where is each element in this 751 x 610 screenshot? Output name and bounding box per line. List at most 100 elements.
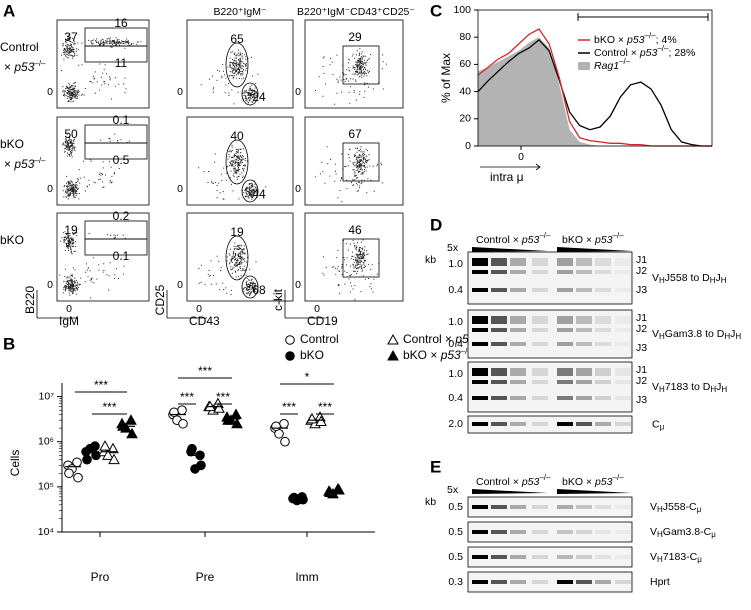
gel-band: [557, 372, 573, 376]
size-marker: 0.4: [448, 338, 463, 350]
gel-band: [491, 580, 507, 584]
gate: [225, 139, 249, 185]
significance-label: ***: [102, 400, 116, 414]
gel-band: [472, 422, 488, 426]
gel-band: [510, 288, 526, 292]
gel-band: [595, 262, 611, 266]
gel-band: [576, 372, 592, 376]
gel-band: [595, 316, 611, 320]
data-point: [169, 407, 179, 418]
data-point: [324, 486, 336, 498]
group-label-part: –/–: [539, 473, 551, 482]
gel-band: [472, 316, 488, 320]
gel-band: [615, 328, 631, 332]
legend-marker: [387, 333, 399, 345]
gel-label: VHGam3.8 to DHJH: [652, 328, 741, 341]
gel-band: [557, 316, 573, 320]
size-marker: 1.0: [448, 258, 463, 270]
gel-band: [615, 270, 631, 274]
gel-band: [510, 368, 526, 372]
gel-label-part: Gam3.8 to D: [665, 328, 725, 340]
gel: [467, 546, 633, 568]
gel-band: [557, 288, 573, 292]
events: [322, 239, 380, 301]
y-tick-label: 10⁶: [38, 436, 54, 448]
panel-letter: A: [3, 1, 15, 20]
gel-band: [576, 505, 592, 509]
gate-bar: [577, 13, 709, 21]
gel-band: [595, 258, 611, 262]
legend-label: Control × p53–/–; 28%: [594, 44, 695, 59]
gel-band: [532, 288, 548, 292]
group-label: Control × p53–/–: [476, 473, 551, 488]
data-point: [187, 443, 197, 454]
gel-band: [576, 530, 592, 534]
row-genotype-part: p53: [13, 60, 34, 74]
plot-frame: [304, 212, 404, 302]
gel-label-part: H: [721, 385, 727, 394]
gel-band: [557, 422, 573, 426]
gel-band: [576, 328, 592, 332]
gate: [84, 142, 148, 160]
gel-band: [491, 372, 507, 376]
data-point: [82, 454, 92, 465]
legend-label: Rag1–/–: [594, 57, 631, 72]
band-label: J3: [636, 394, 647, 406]
gel-band: [595, 380, 611, 384]
size-marker: 1.0: [448, 316, 463, 328]
row-label: Control: [0, 40, 39, 54]
gel-band: [472, 262, 488, 266]
gel-label: VHJ558-Cμ: [650, 501, 702, 514]
gate-frequency: 0.5: [113, 153, 130, 167]
dilution-wedge: [472, 247, 548, 252]
gel-band: [557, 396, 573, 400]
x-axis-label: IgM: [59, 314, 79, 328]
data-point: [64, 468, 74, 479]
gel-band: [510, 580, 526, 584]
x-axis-label: intra μ: [490, 170, 524, 184]
gel-label-part: H: [710, 276, 716, 285]
gel-label-part: H: [657, 505, 663, 514]
gate: [241, 275, 259, 299]
histogram-area: [478, 37, 712, 147]
gate-frequency: 65: [230, 32, 244, 46]
significance-label: ***: [180, 390, 194, 404]
group-label: Control × p53–/–: [476, 231, 551, 246]
gel-band: [472, 342, 488, 346]
panel-letter: C: [430, 1, 442, 20]
gel-label-part: J: [716, 272, 721, 284]
gate-frequency: 68: [252, 283, 266, 297]
gel-band: [557, 380, 573, 384]
gel-band: [532, 505, 548, 509]
gel-band: [510, 422, 526, 426]
gel-band: [615, 580, 631, 584]
data-point: [178, 418, 188, 429]
gel-band: [510, 530, 526, 534]
row-genotype-part: p53: [13, 157, 34, 171]
data-point: [279, 418, 289, 429]
gel-band: [576, 580, 592, 584]
y-zero-label: 0: [47, 86, 53, 98]
gel-label-part: H: [659, 332, 665, 341]
gel-band: [510, 505, 526, 509]
y-axis-label: % of Max: [439, 53, 453, 103]
gel-band: [532, 316, 548, 320]
gate: [225, 42, 249, 88]
legend-swatch: [578, 62, 590, 70]
gel-label-part: J: [730, 328, 735, 340]
gel-label: VHGam3.8-Cμ: [650, 526, 716, 539]
gel-label: VH7183 to DHJH: [652, 381, 727, 394]
gel-label: Hprt: [650, 576, 670, 588]
legend-label-part: Rag1: [594, 60, 619, 72]
data-point: [280, 436, 290, 447]
significance-label: ***: [282, 400, 296, 414]
gel-label-part: V: [652, 381, 659, 393]
gel-band: [491, 555, 507, 559]
data-point: [298, 494, 308, 505]
gel-band: [615, 288, 631, 292]
gel-band: [510, 396, 526, 400]
axis-arrow: [166, 290, 207, 319]
gel-label-part: H: [657, 530, 663, 539]
x-axis-label: CD43: [189, 314, 220, 328]
